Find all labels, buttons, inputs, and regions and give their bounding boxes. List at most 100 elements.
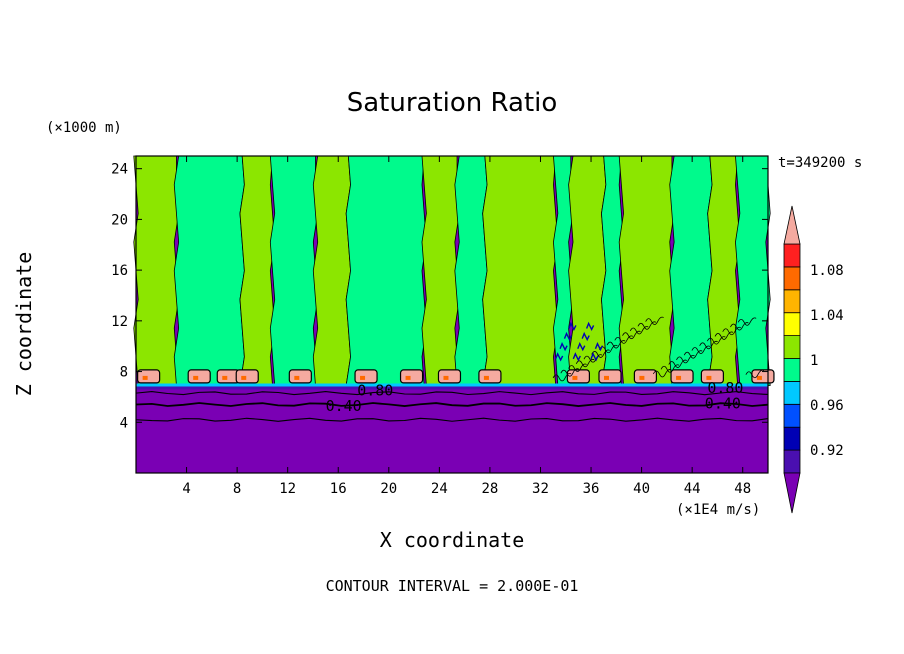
- contour-scribble-2: [560, 368, 580, 377]
- supersaturation-core-15: [756, 375, 762, 380]
- blue-contour-3: [563, 331, 573, 342]
- y-tick-label-20: 20: [111, 212, 128, 228]
- saturation-region-3: [239, 155, 276, 386]
- x-tick-label-16: 16: [330, 481, 347, 497]
- contour-scribble-25: [737, 317, 757, 326]
- colorbar-level-10: [783, 243, 801, 268]
- supersaturation-cell-8: [437, 369, 462, 384]
- saturation-region-1: [133, 155, 180, 386]
- contour-scribble-1: [552, 373, 572, 382]
- dry-contour-line-2: [135, 402, 769, 407]
- colorbar-level-1: [783, 449, 801, 474]
- saturation-region-8: [454, 155, 488, 386]
- supersaturation-core-9: [483, 375, 489, 380]
- contour-scribble-5: [583, 354, 603, 363]
- saturation-region-9: [482, 155, 559, 386]
- colorbar-level-7: [783, 312, 801, 337]
- x-tick-label-8: 8: [233, 481, 241, 497]
- colorbar-level-9: [783, 266, 801, 291]
- saturation-region-13: [618, 155, 675, 386]
- blue-contour-7: [581, 331, 590, 342]
- contour-scribble-13: [645, 316, 664, 325]
- x-tick-label-32: 32: [532, 481, 549, 497]
- dry-contour-line-1: [135, 391, 769, 396]
- x-axis-label: X coordinate: [379, 528, 525, 552]
- contour-interval-footer: CONTOUR INTERVAL = 2.000E-01: [325, 577, 579, 595]
- contour-scribble-24: [730, 322, 749, 331]
- supersaturation-core-12: [639, 375, 645, 380]
- colorbar-label-4: 0.96: [810, 398, 844, 414]
- contour-scribble-20: [699, 340, 718, 350]
- contour-scribble-22: [714, 331, 734, 340]
- colorbar-upper-arrow: [783, 205, 801, 245]
- contour-label-2: 0.40: [705, 394, 741, 412]
- colorbar-label-2: 1.04: [810, 308, 844, 324]
- supersaturation-cell-9: [478, 369, 502, 384]
- supersaturation-cell-11: [598, 369, 622, 384]
- saturation-region-11: [568, 155, 607, 386]
- x-tick-label-4: 4: [182, 481, 190, 497]
- contour-scribble-11: [629, 326, 649, 335]
- colorbar-level-6: [783, 335, 801, 359]
- contour-label-4: 0.80: [707, 379, 743, 397]
- supersaturation-core-13: [676, 375, 682, 380]
- supersaturation-cell-12: [633, 369, 657, 384]
- chart-title: Saturation Ratio: [346, 88, 558, 118]
- supersaturation-cell-4: [235, 369, 259, 384]
- dry-contour-line-3: [135, 417, 769, 422]
- contour-scribble-15: [660, 364, 680, 373]
- time-label: t=349200 s: [778, 155, 863, 171]
- colorbar-label-1: 1.08: [810, 263, 844, 279]
- saturation-region-6: [345, 155, 427, 386]
- colorbar-lower-arrow: [783, 472, 801, 514]
- x-tick-label-12: 12: [279, 481, 296, 497]
- saturation-region-15: [707, 155, 741, 386]
- colorbar-level-3: [783, 403, 801, 428]
- moist-fringe: [136, 383, 768, 387]
- contour-scribble-4: [575, 358, 595, 368]
- saturation-region-7: [421, 155, 460, 386]
- contour-scribble-21: [706, 336, 726, 345]
- supersaturation-core-11: [604, 375, 609, 380]
- colorbar-label-5: 0.92: [810, 443, 844, 459]
- y-axis-unit: (×1000 m): [46, 120, 122, 136]
- saturation-region-2: [173, 155, 245, 386]
- blue-contour-4: [568, 321, 577, 332]
- contour-scribble-26: [745, 369, 765, 379]
- blue-contour-10: [594, 342, 604, 352]
- x-tick-label-48: 48: [734, 481, 751, 497]
- supersaturation-cell-7: [399, 369, 424, 384]
- contour-scribble-12: [637, 321, 657, 330]
- y-tick-label-12: 12: [111, 314, 128, 330]
- supersaturation-core-1: [142, 375, 148, 380]
- contour-label-1: 0.40: [326, 397, 362, 415]
- supersaturation-core-8: [443, 375, 449, 380]
- contour-scribble-9: [614, 335, 634, 344]
- saturation-region-5: [312, 155, 351, 386]
- contour-scribble-6: [591, 349, 610, 358]
- x-tick-label-28: 28: [481, 481, 498, 497]
- x-tick-label-36: 36: [583, 481, 600, 497]
- blue-contour-6: [577, 342, 586, 352]
- blue-contour-8: [585, 321, 595, 332]
- supersaturation-core-6: [360, 375, 366, 380]
- saturation-region-14: [669, 155, 713, 386]
- x-tick-label-20: 20: [380, 481, 397, 497]
- colorbar-label-3: 1: [810, 353, 818, 369]
- contour-scribble-23: [722, 326, 741, 336]
- contour-scribble-16: [668, 359, 687, 368]
- supersaturation-core-5: [294, 375, 300, 380]
- supersaturation-core-10: [572, 375, 578, 380]
- blue-contour-2: [559, 342, 568, 352]
- y-tick-label-8: 8: [120, 365, 128, 381]
- y-tick-label-24: 24: [111, 162, 128, 178]
- contour-scribble-14: [652, 369, 672, 378]
- supersaturation-cell-2: [187, 369, 211, 384]
- colorbar-level-5: [783, 358, 801, 382]
- saturation-region-16: [735, 155, 771, 386]
- colorbar-level-2: [783, 426, 801, 451]
- transition-band: [136, 386, 768, 390]
- contour-scribble-10: [622, 330, 641, 340]
- supersaturation-core-4: [241, 375, 247, 380]
